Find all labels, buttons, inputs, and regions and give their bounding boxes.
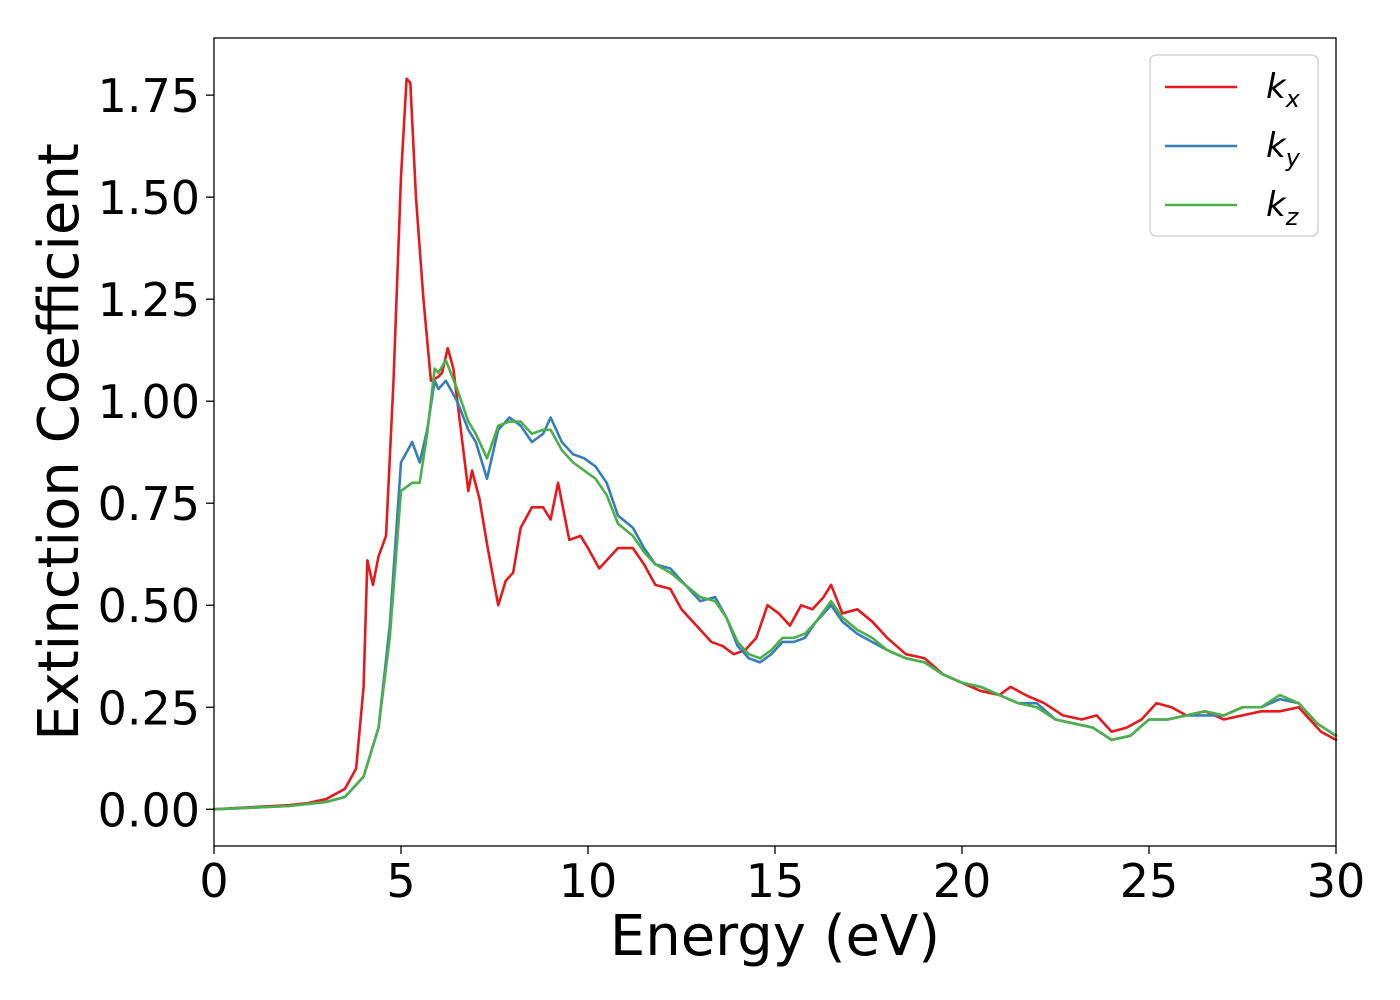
- y-tick-label: 0.50: [98, 579, 200, 633]
- x-axis-title: Energy (eV): [610, 904, 940, 969]
- y-tick-label: 1.25: [98, 273, 200, 327]
- y-tick-label: 0.00: [98, 783, 200, 837]
- y-tick-label: 1.50: [98, 171, 200, 225]
- x-tick-label: 10: [559, 854, 618, 908]
- x-tick-label: 20: [933, 854, 992, 908]
- y-axis-title: Extinction Coefficient: [27, 143, 92, 741]
- legend-label-z: kz: [1266, 185, 1300, 231]
- y-tick-label: 0.25: [98, 681, 200, 735]
- y-tick-label: 1.75: [98, 69, 200, 123]
- y-tick-label: 0.75: [98, 477, 200, 531]
- legend-label-x: kx: [1266, 67, 1301, 113]
- series-line-z: [212, 359, 1338, 811]
- x-tick-label: 0: [199, 854, 228, 908]
- x-axis: 0 5 10 15 20 25 30: [199, 846, 1365, 908]
- legend-label-base: k: [1266, 126, 1287, 166]
- series-layer: [212, 77, 1338, 811]
- y-axis: 0.00 0.25 0.50 0.75 1.00 1.25 1.50 1.75: [98, 69, 214, 837]
- legend-label-y: ky: [1266, 126, 1301, 172]
- x-tick-label: 5: [386, 854, 415, 908]
- legend-label-subscript: y: [1285, 144, 1301, 172]
- series-line-x: [212, 77, 1338, 811]
- legend-label-subscript: z: [1285, 203, 1300, 231]
- legend-label-base: k: [1266, 67, 1287, 107]
- x-tick-label: 15: [746, 854, 805, 908]
- legend-label-base: k: [1266, 185, 1287, 225]
- x-tick-label: 30: [1307, 854, 1366, 908]
- legend-label-subscript: x: [1285, 85, 1301, 113]
- series-line-y: [212, 379, 1338, 811]
- y-tick-label: 1.00: [98, 375, 200, 429]
- x-tick-label: 25: [1120, 854, 1179, 908]
